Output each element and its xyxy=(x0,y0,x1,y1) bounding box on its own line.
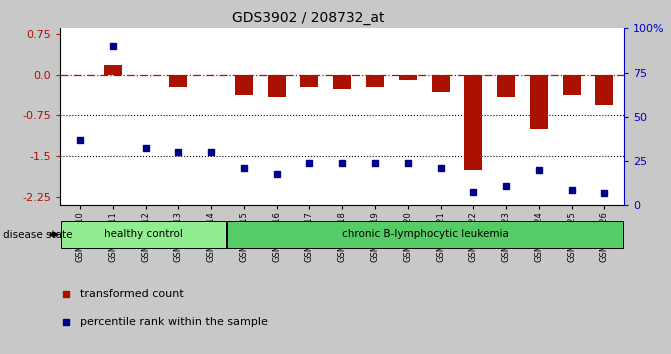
Text: transformed count: transformed count xyxy=(80,289,184,299)
Bar xyxy=(562,75,580,95)
Text: chronic B-lymphocytic leukemia: chronic B-lymphocytic leukemia xyxy=(342,229,509,239)
Bar xyxy=(169,75,187,87)
Bar xyxy=(104,65,122,75)
Bar xyxy=(464,75,482,170)
Title: GDS3902 / 208732_at: GDS3902 / 208732_at xyxy=(232,11,384,24)
Bar xyxy=(399,75,417,80)
Bar xyxy=(366,75,384,87)
FancyBboxPatch shape xyxy=(61,221,225,248)
Bar xyxy=(333,75,351,89)
Bar xyxy=(595,75,613,104)
Text: healthy control: healthy control xyxy=(104,229,183,239)
FancyBboxPatch shape xyxy=(227,221,623,248)
Bar xyxy=(301,75,319,87)
Bar xyxy=(497,75,515,97)
Bar xyxy=(431,75,450,92)
Text: disease state: disease state xyxy=(3,229,73,240)
Text: percentile rank within the sample: percentile rank within the sample xyxy=(80,317,268,327)
Bar xyxy=(268,75,286,97)
Bar xyxy=(235,75,253,95)
Bar xyxy=(530,75,548,129)
